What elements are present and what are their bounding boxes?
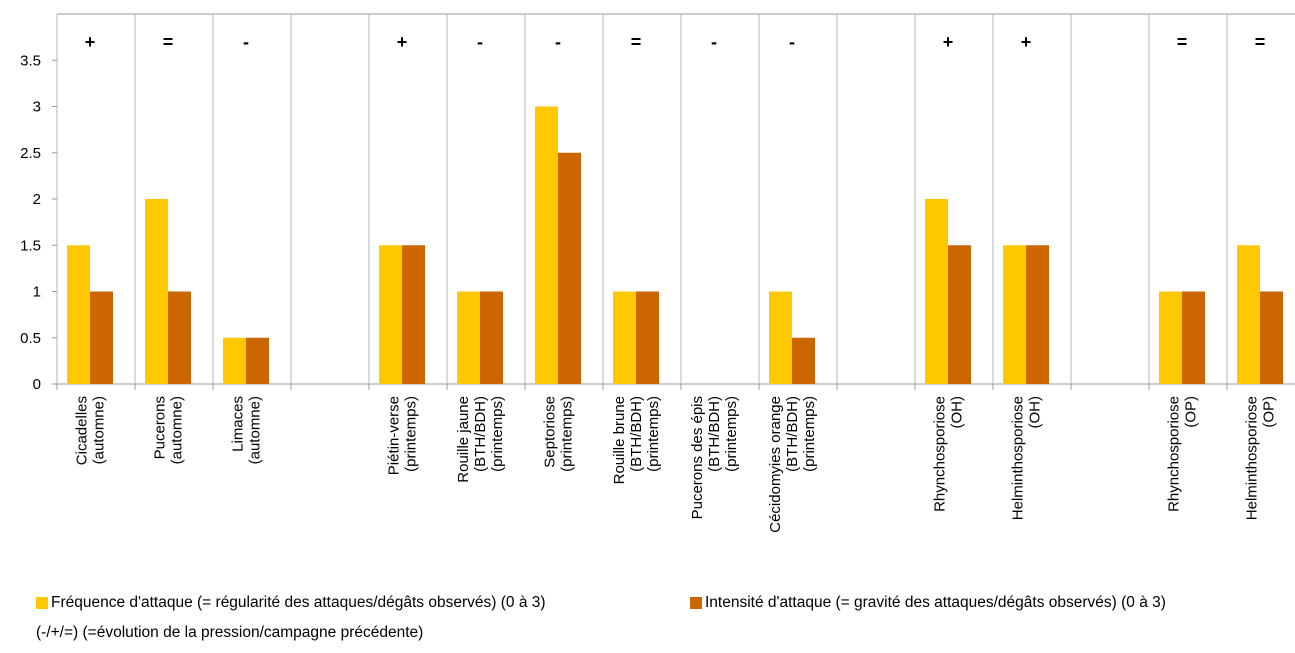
trend-marker: -: [243, 32, 249, 52]
x-tick-label: (OH): [1027, 396, 1044, 429]
x-tick-label: Helminthosporiose: [1244, 396, 1261, 520]
y-axis: 0 0.5 1 1.5 2 2.5 3 3.5: [20, 52, 57, 393]
trend-marker: +: [85, 32, 96, 52]
trend-marker: =: [163, 32, 174, 52]
x-tick-label: Rhynchosporiose: [1166, 396, 1183, 512]
trend-marker: =: [1177, 32, 1188, 52]
bar-frequence: [613, 291, 636, 384]
x-tick-label: (printemps): [403, 396, 420, 472]
bar-intensite: [480, 291, 503, 384]
trend-marker: -: [555, 32, 561, 52]
bar-intensite: [168, 291, 191, 384]
legend-label-intensite: Intensité d'attaque (= gravité des attaq…: [705, 594, 1166, 611]
trend-marker: =: [631, 32, 642, 52]
bars: [67, 106, 1283, 384]
y-tick-label: 0: [33, 376, 41, 393]
bar-frequence: [67, 245, 90, 384]
trend-marker: +: [1021, 32, 1032, 52]
x-tick-label: (automne): [91, 396, 108, 464]
x-tick-label: (BTH/BDH): [784, 396, 801, 472]
bar-frequence: [457, 291, 480, 384]
x-tick-label: (BTH/BDH): [472, 396, 489, 472]
trend-marker: +: [943, 32, 954, 52]
legend-label-frequence: Fréquence d'attaque (= régularité des at…: [51, 594, 546, 611]
bar-frequence: [925, 199, 948, 384]
x-tick-label: (automne): [169, 396, 186, 464]
x-tick-label: Pucerons des épis: [689, 396, 706, 519]
x-tick-label: (OP): [1261, 396, 1278, 428]
trend-marker: -: [789, 32, 795, 52]
y-tick-label: 2: [33, 191, 41, 208]
bar-intensite: [1026, 245, 1049, 384]
chart: 0 0.5 1 1.5 2 2.5 3 3.5 + = - + - - = - - + + = = Cicadelle…: [20, 13, 1295, 533]
bar-frequence: [1003, 245, 1026, 384]
bar-intensite: [948, 245, 971, 384]
x-tick-label: (printemps): [489, 396, 506, 472]
x-tick-label: (BTH/BDH): [628, 396, 645, 472]
x-tick-label: Rhynchosporiose: [932, 396, 949, 512]
x-tick-label: Rouille jaune: [455, 396, 472, 483]
legend: Fréquence d'attaque (= régularité des at…: [36, 594, 1286, 618]
trend-marker: =: [1255, 32, 1266, 52]
x-tick-label: Helminthosporiose: [1010, 396, 1027, 520]
x-tick-label: Cicadelles: [74, 396, 91, 465]
x-tick-label: Pucerons: [152, 396, 169, 459]
y-tick-label: 1: [33, 284, 41, 301]
bar-frequence: [535, 106, 558, 384]
legend-swatch-frequence: [36, 597, 48, 609]
x-tick-label: (printemps): [645, 396, 662, 472]
legend-item-intensite: Intensité d'attaque (= gravité des attaq…: [690, 594, 1166, 612]
x-tick-label: (OP): [1183, 396, 1200, 428]
bar-intensite: [636, 291, 659, 384]
bar-intensite: [402, 245, 425, 384]
x-tick-label: Limaces: [230, 396, 247, 452]
bar-frequence: [145, 199, 168, 384]
bar-frequence: [223, 337, 246, 384]
bar-intensite: [558, 152, 581, 384]
x-tick-label: Piétin-verse: [386, 396, 403, 475]
x-tick-label: (automne): [247, 396, 264, 464]
bar-intensite: [1260, 291, 1283, 384]
x-tick-label: (printemps): [723, 396, 740, 472]
trend-marker: -: [711, 32, 717, 52]
bar-intensite: [1182, 291, 1205, 384]
y-tick-label: 2.5: [20, 145, 41, 162]
trend-marker: +: [397, 32, 408, 52]
bar-intensite: [246, 337, 269, 384]
trend-note: (-/+/=) (=évolution de la pression/campa…: [36, 624, 424, 641]
bar-frequence: [769, 291, 792, 384]
legend-item-frequence: Fréquence d'attaque (= régularité des at…: [36, 594, 546, 612]
x-tick-label: Septoriose: [542, 396, 559, 468]
bar-frequence: [379, 245, 402, 384]
trend-marker: -: [477, 32, 483, 52]
bar-intensite: [792, 337, 815, 384]
legend-swatch-intensite: [690, 597, 702, 609]
x-axis-labels: Cicadelles (automne) Pucerons (automne) Lima…: [74, 396, 1278, 533]
y-tick-label: 1.5: [20, 237, 41, 254]
x-tick-label: (BTH/BDH): [706, 396, 723, 472]
y-tick-label: 0.5: [20, 330, 41, 347]
y-tick-label: 3: [33, 99, 41, 116]
bar-frequence: [1159, 291, 1182, 384]
x-tick-label: Rouille brune: [611, 396, 628, 484]
trend-marks: + = - + - - = - - + + = =: [85, 32, 1266, 52]
bar-intensite: [90, 291, 113, 384]
plot-frame: [56, 13, 1295, 390]
y-tick-label: 3.5: [20, 52, 41, 69]
x-tick-label: (OH): [949, 396, 966, 429]
x-tick-label: Cécidomyies orange: [767, 396, 784, 533]
bar-frequence: [1237, 245, 1260, 384]
x-tick-label: (printemps): [559, 396, 576, 472]
x-tick-label: (printemps): [801, 396, 818, 472]
